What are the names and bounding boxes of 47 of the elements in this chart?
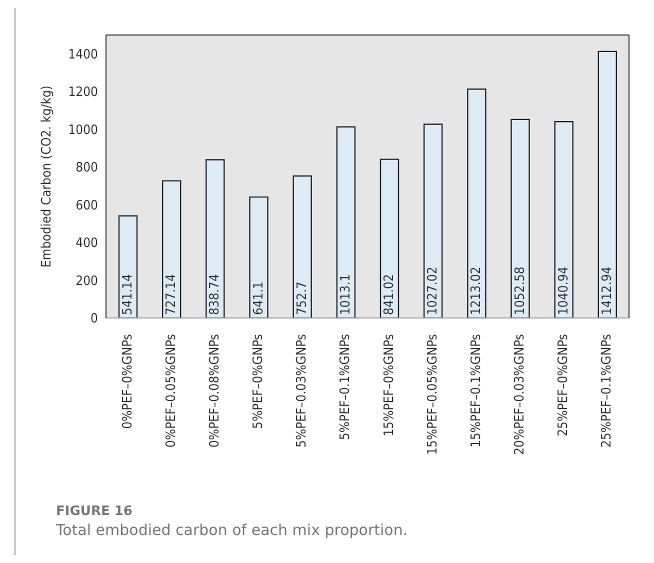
x-tick-label: 5%PEF–0%GNPs: [251, 334, 266, 429]
data-label: 1027.02: [426, 266, 441, 315]
y-tick-label: 400: [76, 236, 98, 252]
data-label: 1040.94: [556, 266, 572, 315]
y-tick-label: 0: [90, 312, 98, 327]
bar: [510, 118, 530, 318]
bar: [206, 159, 225, 318]
x-tick-label: 15%PEF–0.05%GNPs: [425, 334, 440, 455]
x-tick-label: 0%PEF–0%GNPs: [120, 334, 136, 429]
bar: [292, 175, 312, 318]
x-tick-label: 0%PEF–0.05%GNPs: [164, 334, 179, 448]
y-tick-label: 1200: [68, 85, 98, 100]
caption: FIGURE 16: [56, 504, 134, 519]
x-tick-label: 15%PEF–0%GNPs: [382, 334, 397, 436]
bar: [380, 158, 400, 318]
data-label: 641.1: [251, 282, 266, 315]
bar: [162, 180, 182, 318]
bar: [554, 121, 574, 318]
x-tick-label: 25%PEF–0%GNPs: [556, 334, 572, 436]
bar: [249, 196, 268, 318]
data-label: 541.14: [120, 274, 136, 315]
bar: [336, 126, 356, 318]
bar: [598, 50, 618, 318]
x-tick-label: 15%PEF–0.1%GNPs: [468, 334, 484, 448]
y-tick-label: 800: [76, 160, 98, 176]
data-label: 841.02: [382, 274, 397, 315]
data-label: 838.74: [208, 274, 223, 315]
x-tick-label: 0%PEF–0.08%GNPs: [207, 334, 222, 448]
data-label: 1052.58: [512, 266, 528, 315]
x-tick-label: 20%PEF–0.03%GNPs: [512, 334, 528, 455]
y-tick-label: 1400: [68, 47, 98, 62]
y-tick-label: 600: [76, 198, 98, 214]
text: Total embodied carbon of each mix proportion.: [56, 521, 408, 539]
data-label: 752.7: [294, 282, 310, 315]
y-tick-label: 1000: [68, 122, 98, 138]
x-tick-label: 25%PEF–0.1%GNPs: [600, 334, 615, 448]
bar: [467, 88, 486, 318]
y-axis-title: Embodied Carbon (CO2. kg/kg): [40, 86, 55, 268]
x-tick-label: 5%PEF–0.03%GNPs: [294, 334, 310, 448]
y-tick-label: 200: [76, 274, 98, 289]
data-label: 1213.02: [469, 266, 484, 315]
bar: [423, 124, 443, 318]
data-label: 1013.1: [338, 274, 354, 315]
data-label: 1412.94: [600, 266, 615, 315]
x-tick-label: 5%PEF–0.1%GNPs: [338, 334, 354, 440]
bar: [118, 215, 138, 318]
data-label: 727.14: [164, 274, 180, 315]
